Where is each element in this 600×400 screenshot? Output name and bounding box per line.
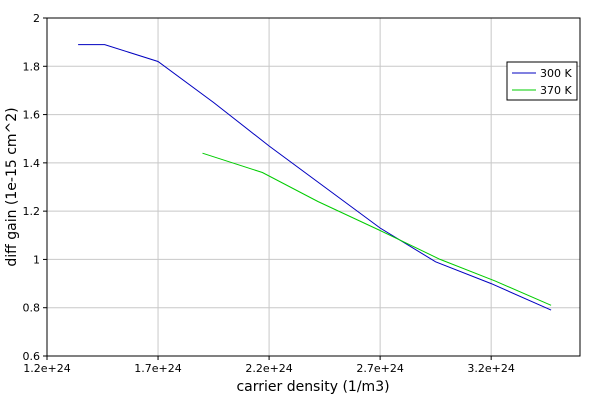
y-axis-ticks: 0.6 0.8 1 1.2 1.4 1.6 1.8 2: [23, 12, 47, 363]
legend-label-300k: 300 K: [540, 67, 572, 80]
x-axis-ticks: 1.2e+24 1.7e+24 2.2e+24 2.7e+24 3.2e+24: [23, 356, 515, 375]
legend-label-370k: 370 K: [540, 84, 572, 97]
y-tick-label: 0.8: [23, 302, 41, 315]
series-line-300k: [78, 44, 552, 311]
y-axis-title: diff gain (1e-15 cm^2): [4, 107, 20, 266]
x-axis-title: carrier density (1/m3): [236, 379, 389, 395]
series-line-370k: [202, 152, 552, 306]
x-tick-label: 1.7e+24: [134, 362, 181, 375]
legend: 300 K 370 K: [506, 61, 578, 101]
legend-box: [506, 61, 578, 101]
y-tick-label: 1.4: [23, 157, 41, 170]
x-tick-label: 3.2e+24: [467, 362, 514, 375]
x-tick-label: 1.2e+24: [23, 362, 70, 375]
x-tick-label: 2.7e+24: [356, 362, 403, 375]
y-tick-label: 1.6: [23, 109, 41, 122]
y-tick-label: 2: [33, 12, 40, 25]
y-tick-label: 1.2: [23, 205, 41, 218]
y-tick-label: 1.8: [23, 60, 41, 73]
grid: [47, 18, 580, 356]
plot-frame: [46, 17, 581, 357]
y-tick-label: 1: [33, 253, 40, 266]
x-tick-label: 2.2e+24: [245, 362, 292, 375]
series-layer: [78, 44, 552, 311]
y-tick-label: 0.6: [23, 350, 41, 363]
